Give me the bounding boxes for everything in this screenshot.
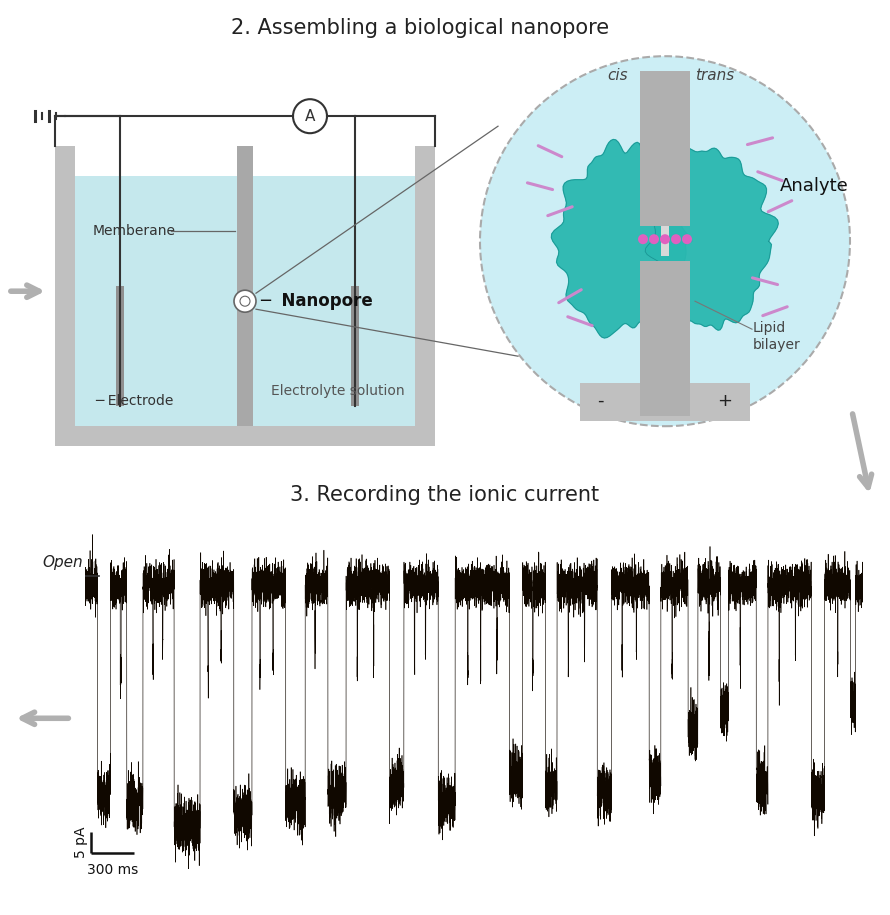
Circle shape: [671, 234, 681, 244]
Bar: [351, 286, 359, 406]
Text: Electrolyte solution: Electrolyte solution: [271, 384, 405, 398]
Polygon shape: [552, 139, 692, 338]
Text: 300 ms: 300 ms: [86, 863, 138, 877]
Circle shape: [638, 234, 648, 244]
Text: ─  Nanopore: ─ Nanopore: [260, 292, 373, 310]
Text: 2. Assembling a biological nanopore: 2. Assembling a biological nanopore: [231, 18, 609, 38]
Bar: [661, 226, 669, 256]
Bar: [640, 261, 690, 416]
Bar: [415, 146, 435, 447]
Bar: [116, 286, 124, 406]
Text: Lipid
bilayer: Lipid bilayer: [753, 320, 801, 352]
Bar: [55, 426, 435, 447]
Text: +: +: [717, 393, 732, 410]
Bar: [640, 71, 690, 226]
Circle shape: [480, 56, 850, 426]
Circle shape: [234, 290, 256, 312]
Text: ─ Electrode: ─ Electrode: [95, 394, 174, 408]
Bar: [580, 383, 750, 421]
Circle shape: [293, 99, 327, 134]
Bar: [75, 146, 415, 177]
Polygon shape: [645, 148, 778, 330]
Circle shape: [240, 296, 250, 307]
Text: A: A: [304, 109, 315, 124]
Circle shape: [649, 234, 659, 244]
Bar: [640, 261, 690, 416]
Text: trans: trans: [695, 69, 734, 83]
Text: cis: cis: [608, 69, 628, 83]
Bar: [75, 177, 415, 426]
Text: Analyte: Analyte: [780, 178, 849, 195]
Circle shape: [660, 234, 670, 244]
Text: -: -: [597, 393, 603, 410]
Text: 5 pA: 5 pA: [75, 826, 88, 857]
Bar: [55, 146, 75, 447]
Text: 3. Recording the ionic current: 3. Recording the ionic current: [290, 485, 600, 505]
Bar: [237, 146, 253, 426]
Text: Open: Open: [43, 555, 83, 570]
Text: Memberane: Memberane: [93, 224, 176, 238]
Circle shape: [682, 234, 692, 244]
Bar: [640, 71, 690, 226]
